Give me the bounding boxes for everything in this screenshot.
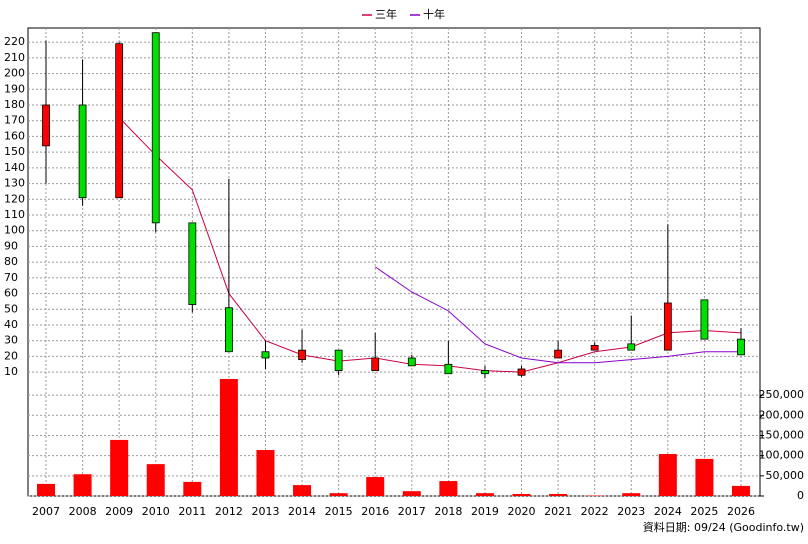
y-tick-label: 80 [4, 255, 18, 268]
candle-body [701, 300, 708, 339]
x-tick-label: 2023 [617, 505, 645, 518]
y-tick-label: 170 [4, 114, 25, 127]
y-tick-label: 190 [4, 82, 25, 95]
y-tick-label: 110 [4, 208, 25, 221]
y-tick-label: 130 [4, 177, 25, 190]
candle-body [738, 339, 745, 355]
x-tick-label: 2008 [69, 505, 97, 518]
volume-bar [549, 494, 567, 496]
y2-tick-label: 200,000 [759, 408, 805, 421]
y-tick-label: 220 [4, 35, 25, 48]
candle-body [664, 303, 671, 350]
volume-bar [37, 484, 55, 496]
y-tick-label: 10 [4, 365, 18, 378]
volume-bar [732, 486, 750, 496]
source: 資料日期: 09/24 (Goodinfo.tw) [643, 520, 804, 534]
y-tick-label: 160 [4, 129, 25, 142]
y-tick-label: 150 [4, 145, 25, 158]
x-tick-label: 2014 [288, 505, 316, 518]
x-tick-label: 2011 [178, 505, 206, 518]
y-tick-label: 20 [4, 349, 18, 362]
volume-bar [220, 379, 238, 496]
y-tick-label: 180 [4, 98, 25, 111]
x-tick-label: 2013 [251, 505, 279, 518]
y-tick-label: 30 [4, 334, 18, 347]
candle-body [225, 308, 232, 352]
candle-body [116, 44, 123, 198]
x-tick-label: 2016 [361, 505, 389, 518]
x-tick-label: 2020 [508, 505, 536, 518]
x-tick-label: 2015 [325, 505, 353, 518]
y-tick-label: 200 [4, 67, 25, 80]
x-tick-label: 2024 [654, 505, 682, 518]
y-tick-label: 50 [4, 302, 18, 315]
y-tick-label: 140 [4, 161, 25, 174]
legend-label: 三年 [375, 7, 397, 21]
volume-bar [403, 491, 421, 496]
x-tick-label: 2007 [32, 505, 60, 518]
candle-body [152, 33, 159, 223]
candle-body [408, 358, 415, 366]
candle-body [481, 371, 488, 374]
candle-body [299, 350, 306, 359]
y-tick-label: 60 [4, 287, 18, 300]
x-tick-label: 2009 [105, 505, 133, 518]
x-tick-label: 2021 [544, 505, 572, 518]
y2-tick-label: 50,000 [766, 469, 805, 482]
volume-bar [256, 450, 274, 496]
x-tick-label: 2025 [690, 505, 718, 518]
y-tick-label: 210 [4, 51, 25, 64]
volume-bar [622, 493, 640, 496]
volume-bar [183, 482, 201, 496]
candle-body [335, 350, 342, 370]
volume-bar [366, 477, 384, 496]
volume-bar [74, 474, 92, 496]
y-tick-label: 120 [4, 192, 25, 205]
volume-bar [513, 494, 531, 496]
y-tick-label: 70 [4, 271, 18, 284]
volume-bar [330, 493, 348, 496]
y-tick-label: 40 [4, 318, 18, 331]
x-tick-label: 2018 [434, 505, 462, 518]
candle-body [445, 364, 452, 373]
x-tick-label: 2019 [471, 505, 499, 518]
legend-label: 十年 [423, 7, 445, 21]
volume-bar [293, 485, 311, 496]
candle-body [555, 350, 562, 358]
candle-body [189, 223, 196, 305]
candle-body [262, 352, 269, 358]
x-tick-label: 2012 [215, 505, 243, 518]
y2-tick-label: 150,000 [759, 428, 805, 441]
x-tick-label: 2026 [727, 505, 755, 518]
x-tick-label: 2017 [398, 505, 426, 518]
candle-body [372, 358, 379, 371]
volume-bar [695, 459, 713, 496]
volume-bar [659, 454, 677, 496]
candle-body [79, 105, 86, 198]
volume-bar [439, 481, 457, 496]
y2-tick-label: 250,000 [759, 388, 805, 401]
volume-bar [476, 493, 494, 496]
x-tick-label: 2010 [142, 505, 170, 518]
candle-body [518, 369, 525, 375]
candle-body [43, 105, 50, 146]
y-tick-label: 100 [4, 224, 25, 237]
candle-body [591, 345, 598, 350]
volume-bar [147, 464, 165, 496]
y-tick-label: 90 [4, 239, 18, 252]
x-tick-label: 2022 [581, 505, 609, 518]
candle-body [628, 344, 635, 350]
y2-tick-label: 100,000 [759, 449, 805, 462]
y2-tick-label: 0 [797, 489, 804, 502]
volume-bar [110, 440, 128, 496]
